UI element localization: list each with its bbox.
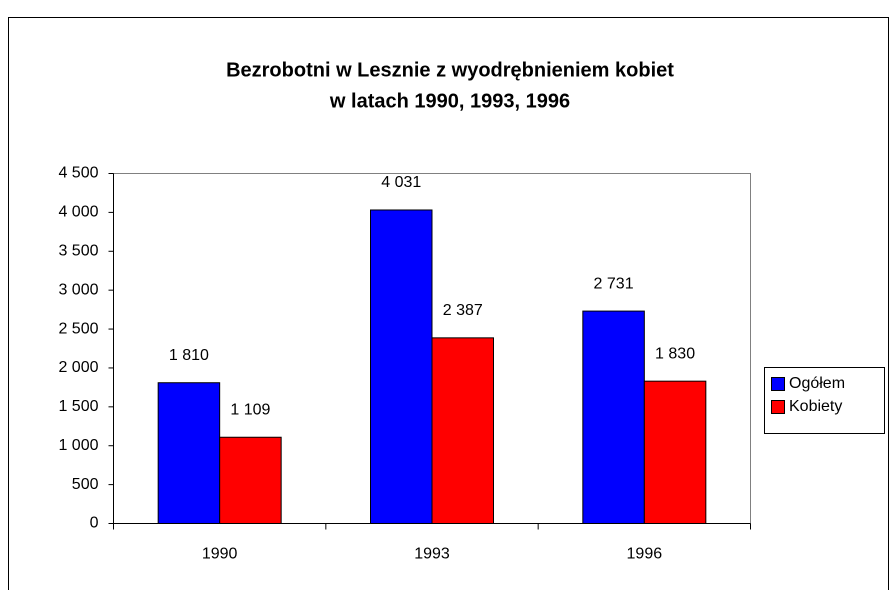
bar: [582, 310, 645, 525]
y-tick-label: 2 000: [58, 359, 98, 376]
y-tick-label: 2 500: [58, 320, 98, 337]
x-tick-label: 1993: [414, 546, 450, 563]
legend-swatch: [771, 377, 785, 391]
y-tick-label: 3 500: [58, 242, 98, 259]
value-label: 2 731: [594, 275, 634, 292]
y-tick-label: 4 500: [58, 165, 98, 182]
y-tick-label: 4 000: [58, 204, 98, 221]
x-tick-label: 1996: [627, 546, 663, 563]
legend-swatch: [771, 400, 785, 414]
legend-label: Kobiety: [789, 398, 842, 415]
bar: [431, 337, 494, 524]
bar: [643, 380, 707, 524]
y-tick-label: 3 000: [58, 281, 98, 298]
value-label: 2 387: [443, 302, 483, 319]
x-tick-label: 1990: [202, 546, 238, 563]
legend-label: Ogółem: [789, 375, 845, 392]
y-tick-label: 1 500: [58, 398, 98, 415]
bar: [157, 382, 221, 524]
y-tick-label: 1 000: [58, 437, 98, 454]
bar: [370, 209, 433, 524]
value-label: 1 810: [169, 347, 209, 364]
value-label: 1 109: [230, 401, 270, 418]
bar: [219, 436, 282, 524]
value-label: 4 031: [381, 174, 421, 191]
chart-title: Bezrobotni w Lesznie z wyodrębnieniem ko…: [226, 59, 674, 81]
y-tick-label: 0: [90, 515, 99, 532]
value-label: 1 830: [655, 345, 695, 362]
chart-title: w latach 1990, 1993, 1996: [329, 90, 570, 112]
y-tick-label: 500: [72, 476, 99, 493]
